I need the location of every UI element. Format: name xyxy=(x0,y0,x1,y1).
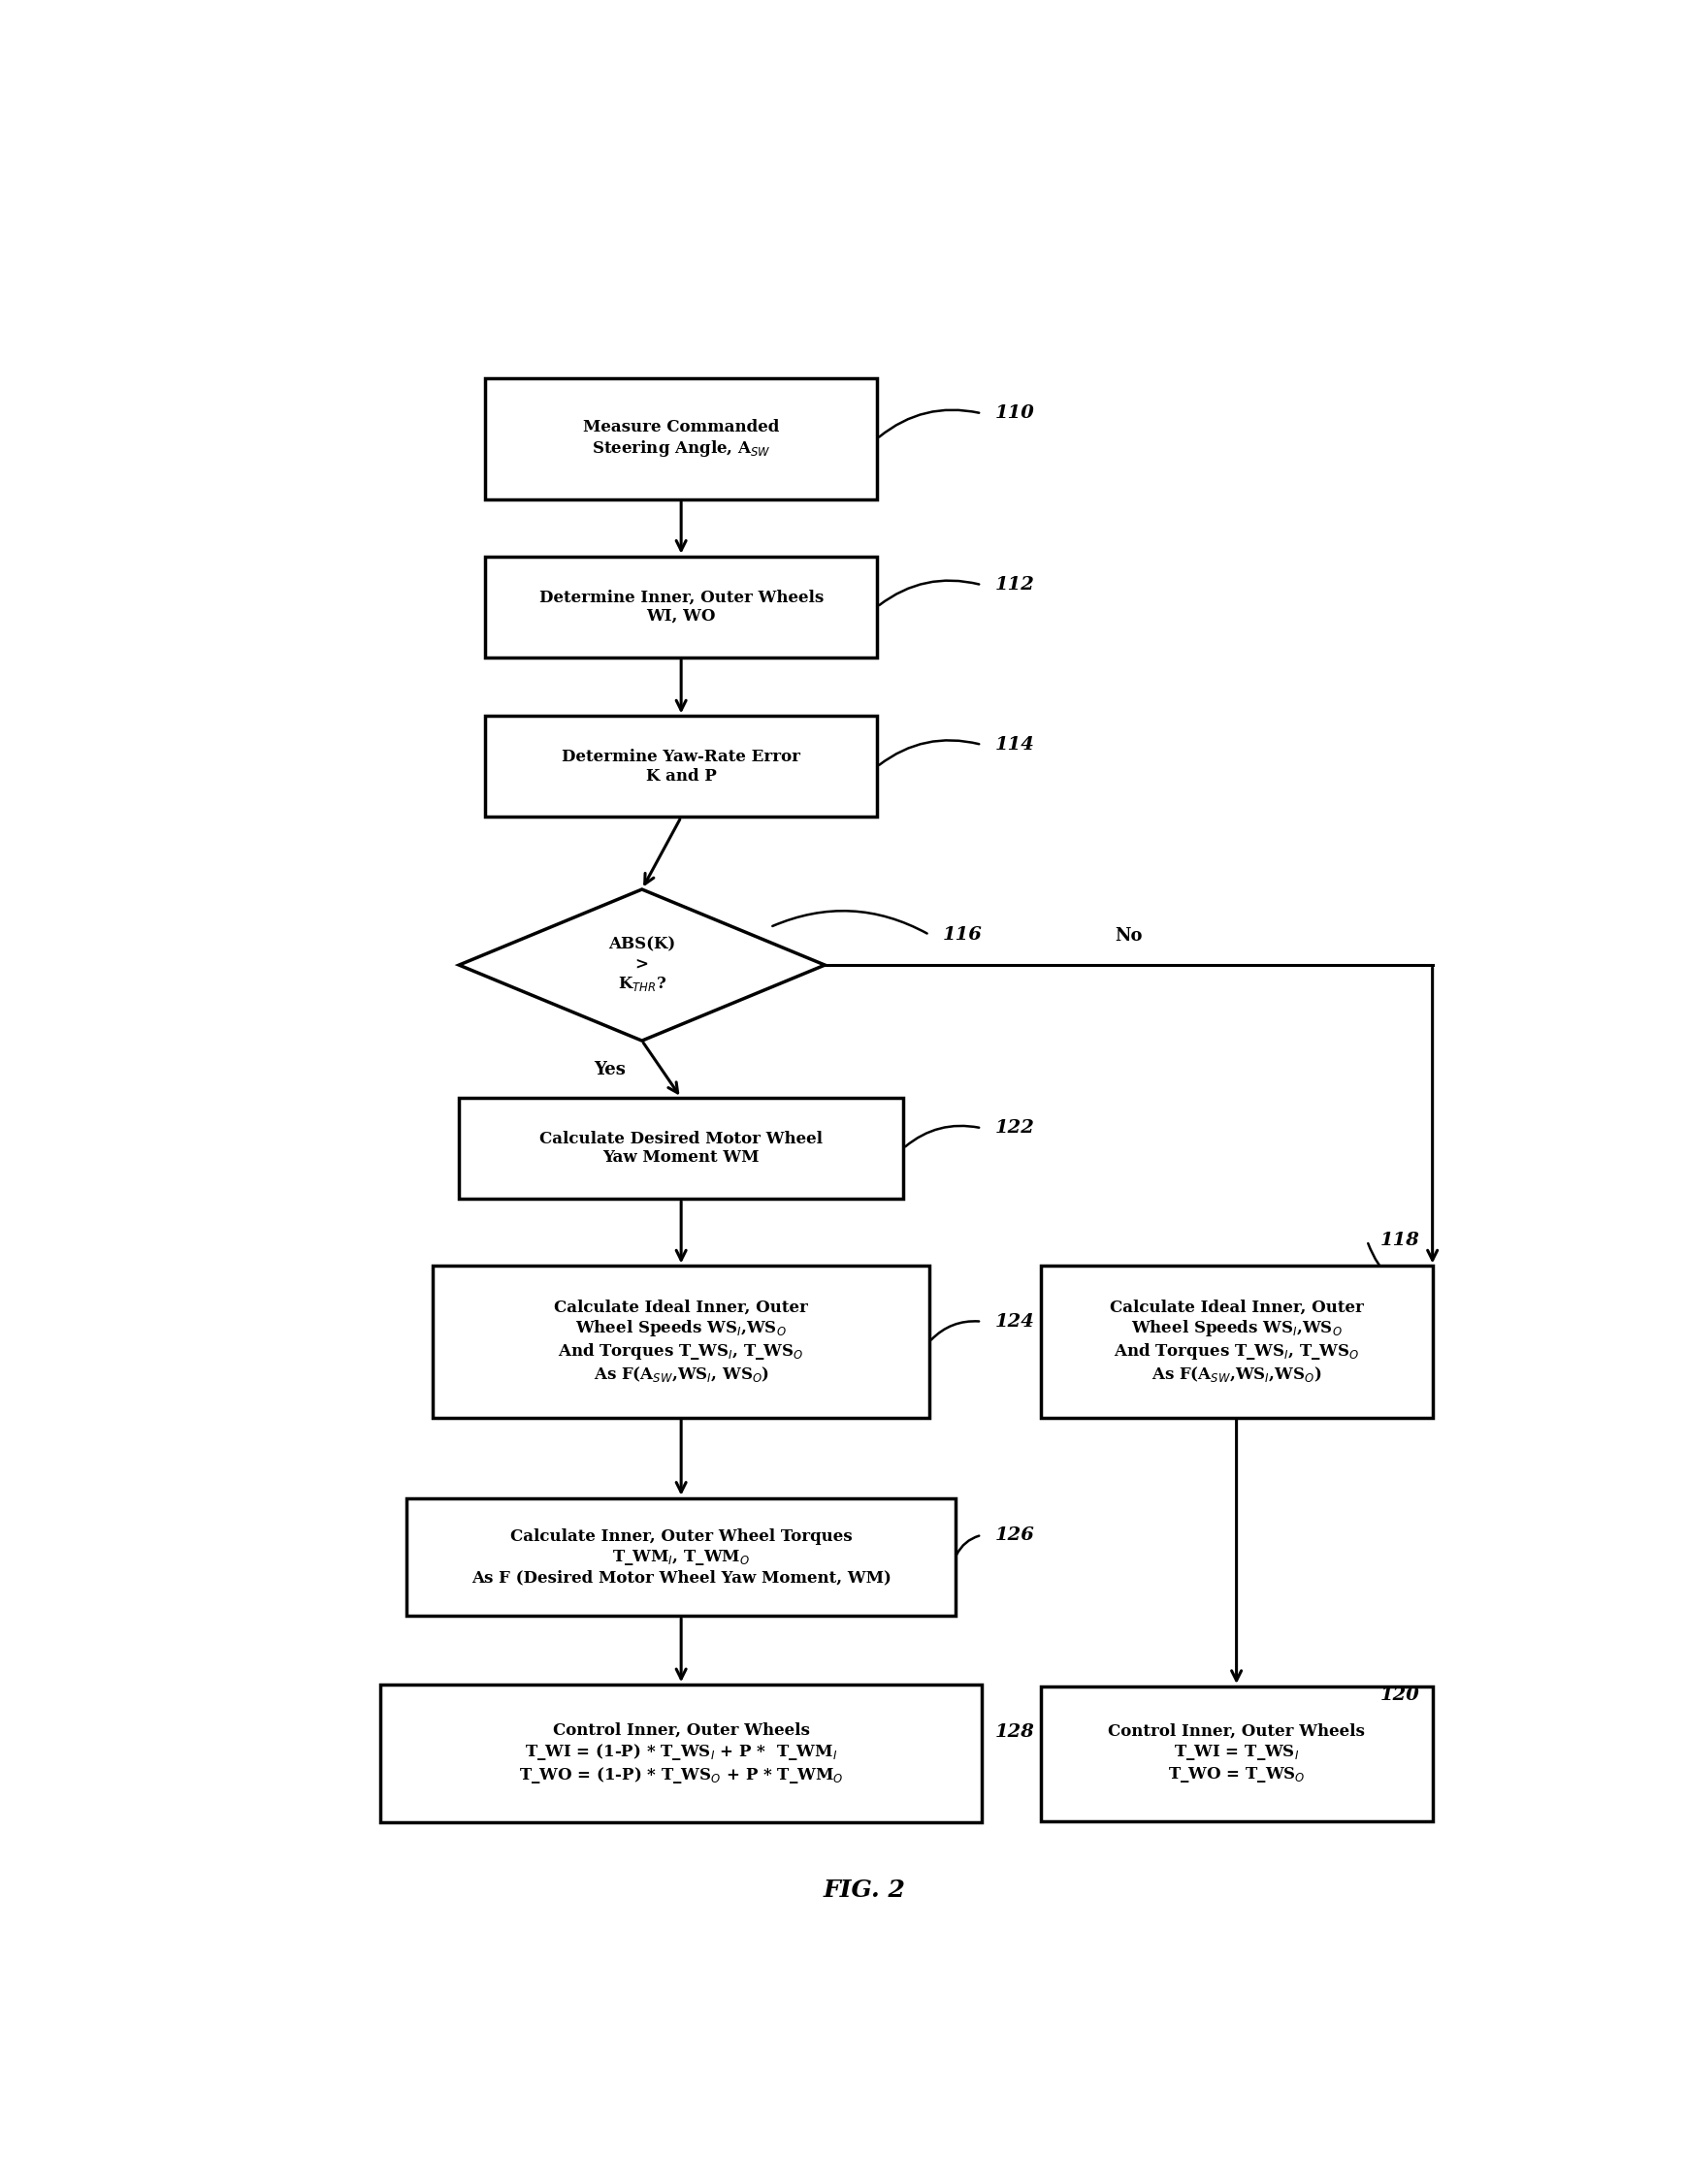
Text: Control Inner, Outer Wheels
T_WI = T_WS$_{I}$
T_WO = T_WS$_{O}$: Control Inner, Outer Wheels T_WI = T_WS$… xyxy=(1108,1723,1366,1784)
Text: 114: 114 xyxy=(995,736,1035,753)
FancyBboxPatch shape xyxy=(486,716,877,817)
FancyBboxPatch shape xyxy=(1040,1267,1433,1417)
Text: 118: 118 xyxy=(1381,1232,1420,1249)
Text: 116: 116 xyxy=(942,926,983,943)
Text: 126: 126 xyxy=(995,1527,1035,1544)
Text: FIG. 2: FIG. 2 xyxy=(823,1878,905,1902)
FancyBboxPatch shape xyxy=(486,557,877,657)
Text: 112: 112 xyxy=(995,577,1035,594)
Text: Determine Inner, Outer Wheels
WI, WO: Determine Inner, Outer Wheels WI, WO xyxy=(540,590,823,625)
Text: ABS(K)
>
K$_{THR}$?: ABS(K) > K$_{THR}$? xyxy=(609,937,676,994)
Text: No: No xyxy=(1114,928,1143,946)
Text: 122: 122 xyxy=(995,1120,1035,1138)
FancyBboxPatch shape xyxy=(1040,1686,1433,1821)
Polygon shape xyxy=(459,889,824,1042)
FancyBboxPatch shape xyxy=(406,1498,956,1616)
Text: Calculate Desired Motor Wheel
Yaw Moment WM: Calculate Desired Motor Wheel Yaw Moment… xyxy=(540,1131,823,1166)
Text: Control Inner, Outer Wheels
T_WI = (1-P) * T_WS$_{I}$ + P *  T_WM$_{I}$
T_WO = (: Control Inner, Outer Wheels T_WI = (1-P)… xyxy=(519,1723,843,1784)
FancyBboxPatch shape xyxy=(459,1099,904,1199)
Text: 110: 110 xyxy=(995,404,1035,422)
Text: Calculate Ideal Inner, Outer
Wheel Speeds WS$_{I}$,WS$_{O}$
And Torques T_WS$_{I: Calculate Ideal Inner, Outer Wheel Speed… xyxy=(555,1299,808,1385)
Text: 124: 124 xyxy=(995,1313,1035,1330)
Text: Yes: Yes xyxy=(593,1061,626,1079)
Text: Determine Yaw-Rate Error
K and P: Determine Yaw-Rate Error K and P xyxy=(561,749,801,784)
FancyBboxPatch shape xyxy=(433,1267,929,1417)
Text: Calculate Inner, Outer Wheel Torques
T_WM$_{I}$, T_WM$_{O}$
As F (Desired Motor : Calculate Inner, Outer Wheel Torques T_W… xyxy=(470,1529,892,1586)
Text: 128: 128 xyxy=(995,1723,1035,1741)
Text: 120: 120 xyxy=(1381,1686,1420,1704)
FancyBboxPatch shape xyxy=(486,378,877,500)
Text: Calculate Ideal Inner, Outer
Wheel Speeds WS$_{I}$,WS$_{O}$
And Torques T_WS$_{I: Calculate Ideal Inner, Outer Wheel Speed… xyxy=(1109,1299,1364,1385)
Text: Measure Commanded
Steering Angle, A$_{SW}$: Measure Commanded Steering Angle, A$_{SW… xyxy=(583,419,779,459)
FancyBboxPatch shape xyxy=(381,1684,981,1824)
